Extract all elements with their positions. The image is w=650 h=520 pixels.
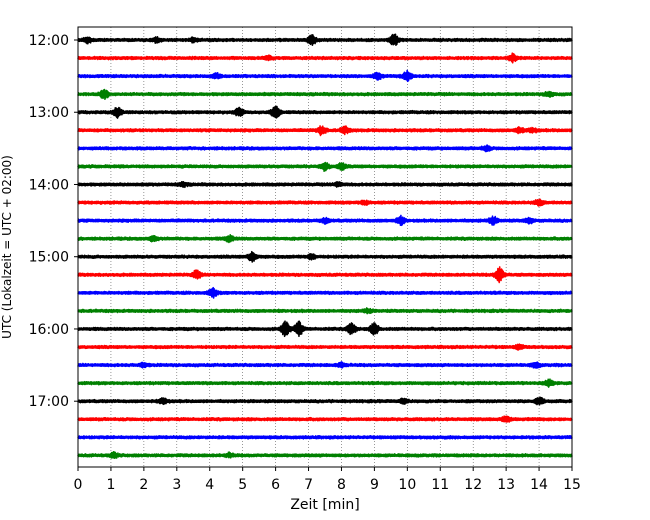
seismic-traces — [77, 33, 573, 459]
trace-1645 — [77, 378, 573, 388]
y-tick-label-17:00: 17:00 — [29, 394, 69, 410]
trace-1415 — [77, 198, 573, 207]
trace-1345 — [77, 161, 573, 173]
x-tick-label-9: 9 — [370, 477, 379, 493]
trace-1245 — [77, 88, 573, 100]
trace-1230 — [77, 69, 573, 83]
y-tick-label-12:00: 12:00 — [29, 33, 69, 49]
x-tick-label-1: 1 — [106, 477, 115, 493]
trace-1530 — [77, 286, 573, 299]
trace-1445 — [77, 234, 573, 244]
trace-1400 — [77, 180, 573, 189]
x-tick-label-8: 8 — [337, 477, 346, 493]
x-tick-label-10: 10 — [398, 477, 416, 493]
trace-1215 — [77, 52, 573, 64]
plot-frame — [77, 26, 573, 468]
x-tick-label-12: 12 — [464, 477, 482, 493]
y-tick-label-13:00: 13:00 — [29, 105, 69, 121]
trace-1330 — [77, 144, 573, 153]
trace-1700 — [77, 396, 573, 406]
trace-1615 — [77, 343, 573, 351]
trace-1200 — [77, 33, 573, 47]
x-axis-label: Zeit [min] — [290, 497, 359, 513]
vertical-grid — [110, 27, 540, 467]
x-tick-label-5: 5 — [238, 477, 247, 493]
x-tick-label-13: 13 — [497, 477, 515, 493]
y-tick-label-16:00: 16:00 — [29, 322, 69, 338]
trace-1630 — [77, 361, 573, 369]
trace-1500 — [77, 250, 573, 263]
y-tick-label-15:00: 15:00 — [29, 250, 69, 266]
trace-1300 — [77, 105, 573, 119]
x-tick-label-4: 4 — [205, 477, 214, 493]
trace-1515 — [77, 266, 573, 284]
y-axis-ticks: 12:00 13:00 14:00 15:00 16:00 17:00 — [29, 33, 78, 410]
x-tick-label-14: 14 — [530, 477, 548, 493]
trace-1730 — [77, 434, 573, 440]
trace-1545 — [77, 307, 573, 315]
x-tick-label-11: 11 — [431, 477, 449, 493]
y-axis-label: UTC (Lokalzeit = UTC + 02:00) — [0, 155, 14, 339]
trace-1600 — [77, 320, 573, 338]
trace-1745 — [77, 450, 573, 459]
trace-1430 — [77, 214, 573, 227]
x-tick-label-2: 2 — [139, 477, 148, 493]
x-axis-ticks: 0 1 2 3 4 5 6 7 8 9 10 11 12 13 14 15 — [74, 467, 581, 493]
y-tick-label-14:00: 14:00 — [29, 177, 69, 193]
x-tick-label-15: 15 — [563, 477, 581, 493]
x-tick-label-6: 6 — [271, 477, 280, 493]
trace-1315 — [77, 125, 573, 137]
plot-background — [78, 27, 572, 467]
x-tick-label-3: 3 — [172, 477, 181, 493]
x-tick-label-0: 0 — [74, 477, 83, 493]
trace-1715 — [77, 415, 573, 423]
x-tick-label-7: 7 — [304, 477, 313, 493]
